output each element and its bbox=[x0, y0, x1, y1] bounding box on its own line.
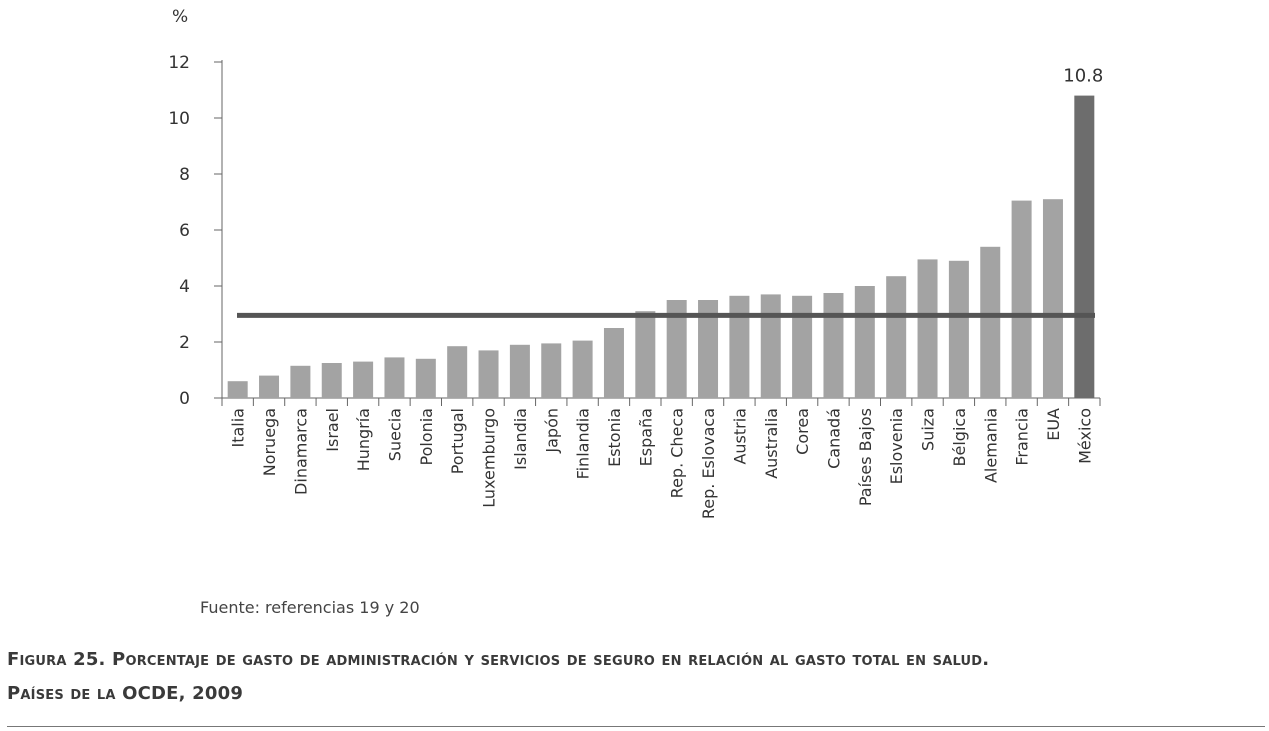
x-category-label: Suiza bbox=[919, 408, 938, 451]
y-tick-label: 6 bbox=[179, 221, 190, 241]
x-category-label: Estonia bbox=[605, 408, 624, 467]
bar bbox=[792, 295, 813, 398]
x-category-label: Corea bbox=[793, 408, 812, 455]
x-category-label: Finlandia bbox=[574, 408, 593, 479]
x-category-label: España bbox=[636, 408, 655, 466]
bar-chart: % 0 2 4 6 8 10 12 Italia Noruega Dinamarca Israel… bbox=[168, 7, 1103, 519]
x-category-label: Austria bbox=[730, 408, 749, 465]
y-tick-label: 8 bbox=[179, 165, 190, 185]
bar bbox=[886, 276, 907, 398]
bar bbox=[948, 260, 969, 398]
x-category-label: Australia bbox=[762, 408, 781, 479]
bar bbox=[509, 344, 530, 398]
bar bbox=[321, 363, 342, 398]
bar bbox=[572, 340, 593, 398]
bar bbox=[698, 300, 719, 398]
x-category-label: Bélgica bbox=[950, 408, 969, 466]
x-category-label: México bbox=[1075, 408, 1094, 464]
y-tick-label: 12 bbox=[168, 53, 190, 73]
bar bbox=[1042, 199, 1063, 398]
bar bbox=[447, 346, 468, 398]
y-tick-label: 4 bbox=[179, 277, 190, 297]
x-category-label: Luxemburgo bbox=[480, 408, 499, 508]
x-category-label: Italia bbox=[229, 408, 248, 448]
x-category-label: Israel bbox=[323, 408, 342, 452]
x-category-label: Rep. Checa bbox=[668, 408, 687, 498]
bar bbox=[917, 259, 938, 398]
x-category-label: Eslovenia bbox=[887, 408, 906, 484]
bar bbox=[603, 328, 624, 398]
bars bbox=[227, 95, 1095, 398]
bar bbox=[760, 294, 781, 398]
x-category-label: Países Bajos bbox=[856, 408, 875, 506]
y-unit-label: % bbox=[172, 7, 188, 27]
caption-line-1: Figura 25. Porcentaje de gasto de admini… bbox=[7, 649, 990, 670]
bar bbox=[1011, 200, 1032, 398]
bar bbox=[353, 361, 374, 398]
x-category-label: Polonia bbox=[417, 408, 436, 466]
figure-caption: Figura 25. Porcentaje de gasto de admini… bbox=[7, 643, 1257, 711]
x-category-label: Japón bbox=[542, 408, 561, 454]
x-category-label: Islandia bbox=[511, 408, 530, 470]
source-note: Fuente: referencias 19 y 20 bbox=[200, 598, 420, 617]
y-tick-label: 0 bbox=[179, 389, 190, 409]
y-tick-label: 2 bbox=[179, 333, 190, 353]
caption-line-2: Países de la OCDE, 2009 bbox=[7, 683, 244, 704]
x-category-label: EUA bbox=[1044, 408, 1063, 441]
bar bbox=[290, 365, 311, 398]
x-category-label: Francia bbox=[1013, 408, 1032, 466]
bar bbox=[259, 375, 280, 398]
bar bbox=[384, 357, 405, 398]
category-labels: Italia Noruega Dinamarca Israel Hungría Sueci… bbox=[229, 408, 1095, 519]
x-category-label: Dinamarca bbox=[291, 408, 310, 495]
bar bbox=[854, 286, 875, 398]
x-category-label: Hungría bbox=[354, 408, 373, 471]
bar bbox=[980, 246, 1001, 398]
bar bbox=[635, 311, 656, 398]
bar bbox=[666, 300, 687, 398]
x-category-label: Portugal bbox=[448, 408, 467, 474]
y-tick-label: 10 bbox=[168, 109, 190, 129]
x-category-label: Alemania bbox=[981, 408, 1000, 483]
bar bbox=[1074, 95, 1095, 398]
bar bbox=[729, 295, 750, 398]
bar bbox=[823, 293, 844, 398]
bar bbox=[478, 350, 499, 398]
x-category-label: Canadá bbox=[824, 408, 843, 469]
y-axis: 0 2 4 6 8 10 12 bbox=[168, 53, 223, 409]
x-category-label: Rep. Eslovaca bbox=[699, 408, 718, 519]
bottom-rule bbox=[7, 726, 1265, 727]
bar bbox=[415, 358, 436, 398]
bar bbox=[227, 381, 248, 398]
x-category-label: Noruega bbox=[260, 408, 279, 476]
bar bbox=[541, 343, 562, 398]
highlight-data-label: 10.8 bbox=[1063, 66, 1103, 87]
x-axis bbox=[221, 397, 1101, 406]
x-category-label: Suecia bbox=[385, 408, 404, 461]
